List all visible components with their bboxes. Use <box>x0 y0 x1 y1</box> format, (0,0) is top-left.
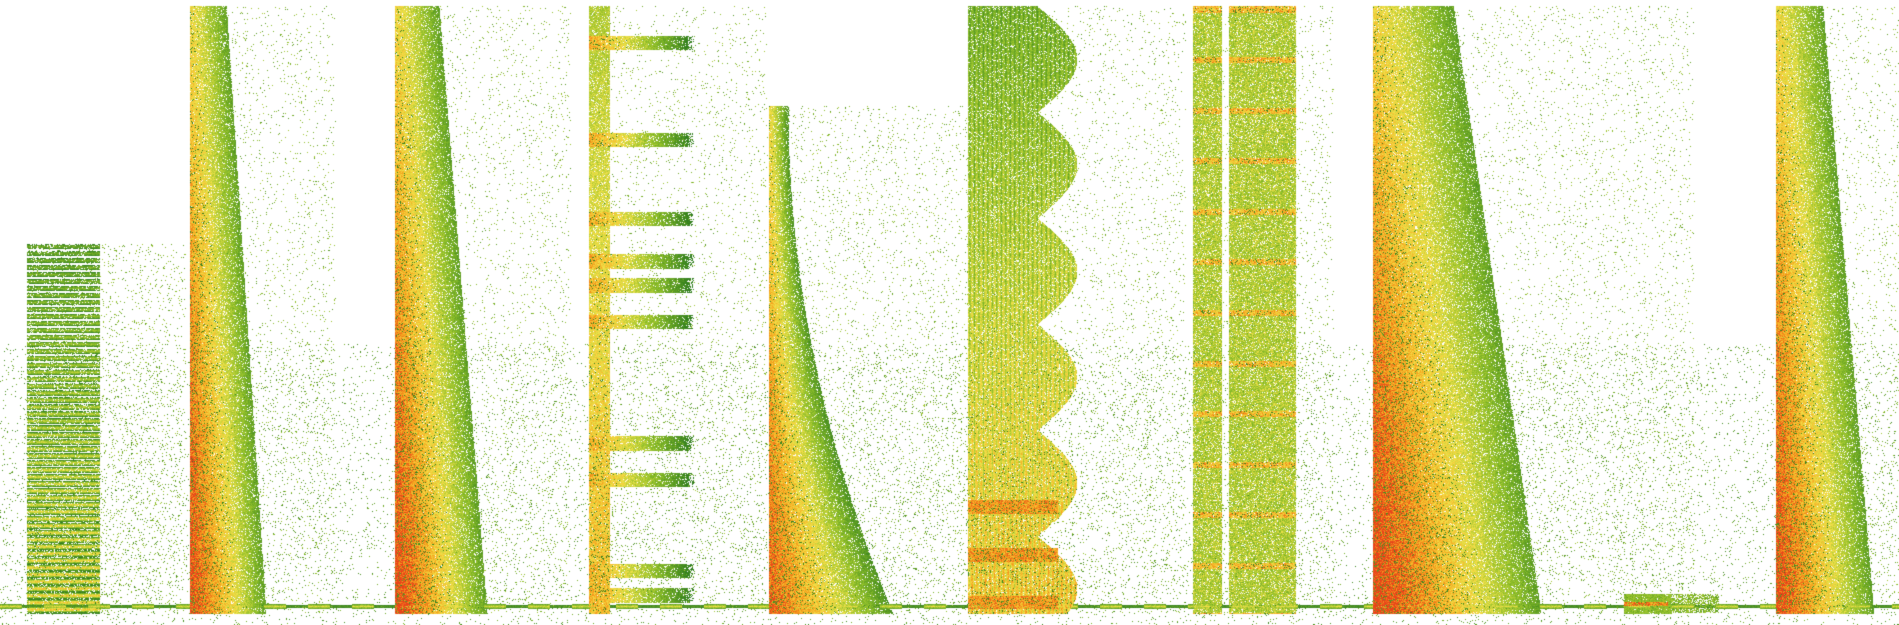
spectrogram-image <box>0 0 1899 625</box>
